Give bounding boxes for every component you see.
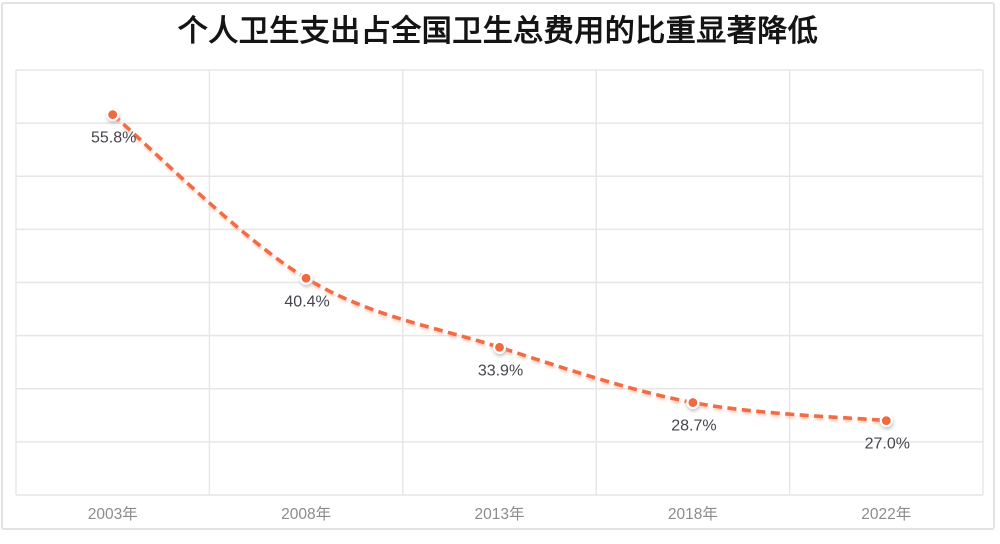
line-chart: 55.8% 2003年 40.4% 2008年 33.9% 2013年 28.7% 2018年… xyxy=(15,69,984,523)
chart-card: 个人卫生支出占全国卫生总费用的比重显著降低 55.8% 2003年 40.4% 200… xyxy=(1,2,995,530)
x-axis-label: 2018年 xyxy=(668,505,718,523)
data-point xyxy=(495,342,504,352)
data-label: 27.0% xyxy=(865,436,910,453)
data-point xyxy=(881,416,891,426)
x-axis-label: 2003年 xyxy=(88,505,138,523)
data-label: 55.8% xyxy=(91,130,136,147)
x-axis-label: 2013年 xyxy=(475,505,525,523)
data-point xyxy=(688,398,698,407)
data-label: 28.7% xyxy=(671,418,716,435)
x-axis-label: 2008年 xyxy=(281,505,331,523)
data-label: 33.9% xyxy=(478,362,523,379)
data-point xyxy=(108,110,118,120)
chart-title: 个人卫生支出占全国卫生总费用的比重显著降低 xyxy=(177,15,819,48)
data-point xyxy=(301,273,311,283)
series-line xyxy=(111,113,887,423)
x-axis-label: 2022年 xyxy=(861,505,911,523)
data-label: 40.4% xyxy=(284,293,329,310)
